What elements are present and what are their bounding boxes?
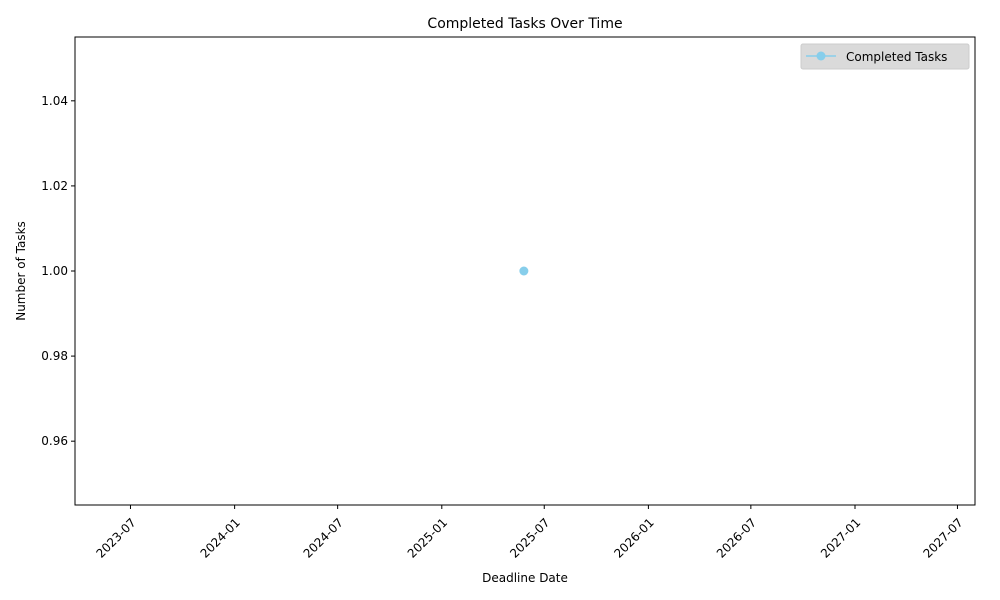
x-axis-label: Deadline Date xyxy=(482,571,568,585)
y-axis-label: Number of Tasks xyxy=(14,221,28,321)
y-tick-label: 1.02 xyxy=(41,179,68,193)
y-tick-label: 1.00 xyxy=(41,264,68,278)
legend-box xyxy=(800,43,970,70)
y-tick-label: 0.98 xyxy=(41,349,68,363)
y-tick-label: 1.04 xyxy=(41,94,68,108)
plot-area-frame xyxy=(74,36,976,506)
y-axis-ticks: 0.96 0.98 1.00 1.02 1.04 xyxy=(41,94,75,448)
plot-marks xyxy=(519,266,529,276)
legend: Completed Tasks xyxy=(800,43,970,70)
legend-entry-label: Completed Tasks xyxy=(846,50,947,64)
chart-title: Completed Tasks Over Time xyxy=(427,16,622,32)
y-tick-label: 0.96 xyxy=(41,434,68,448)
data-point xyxy=(519,266,529,276)
legend-marker-swatch xyxy=(816,51,826,61)
